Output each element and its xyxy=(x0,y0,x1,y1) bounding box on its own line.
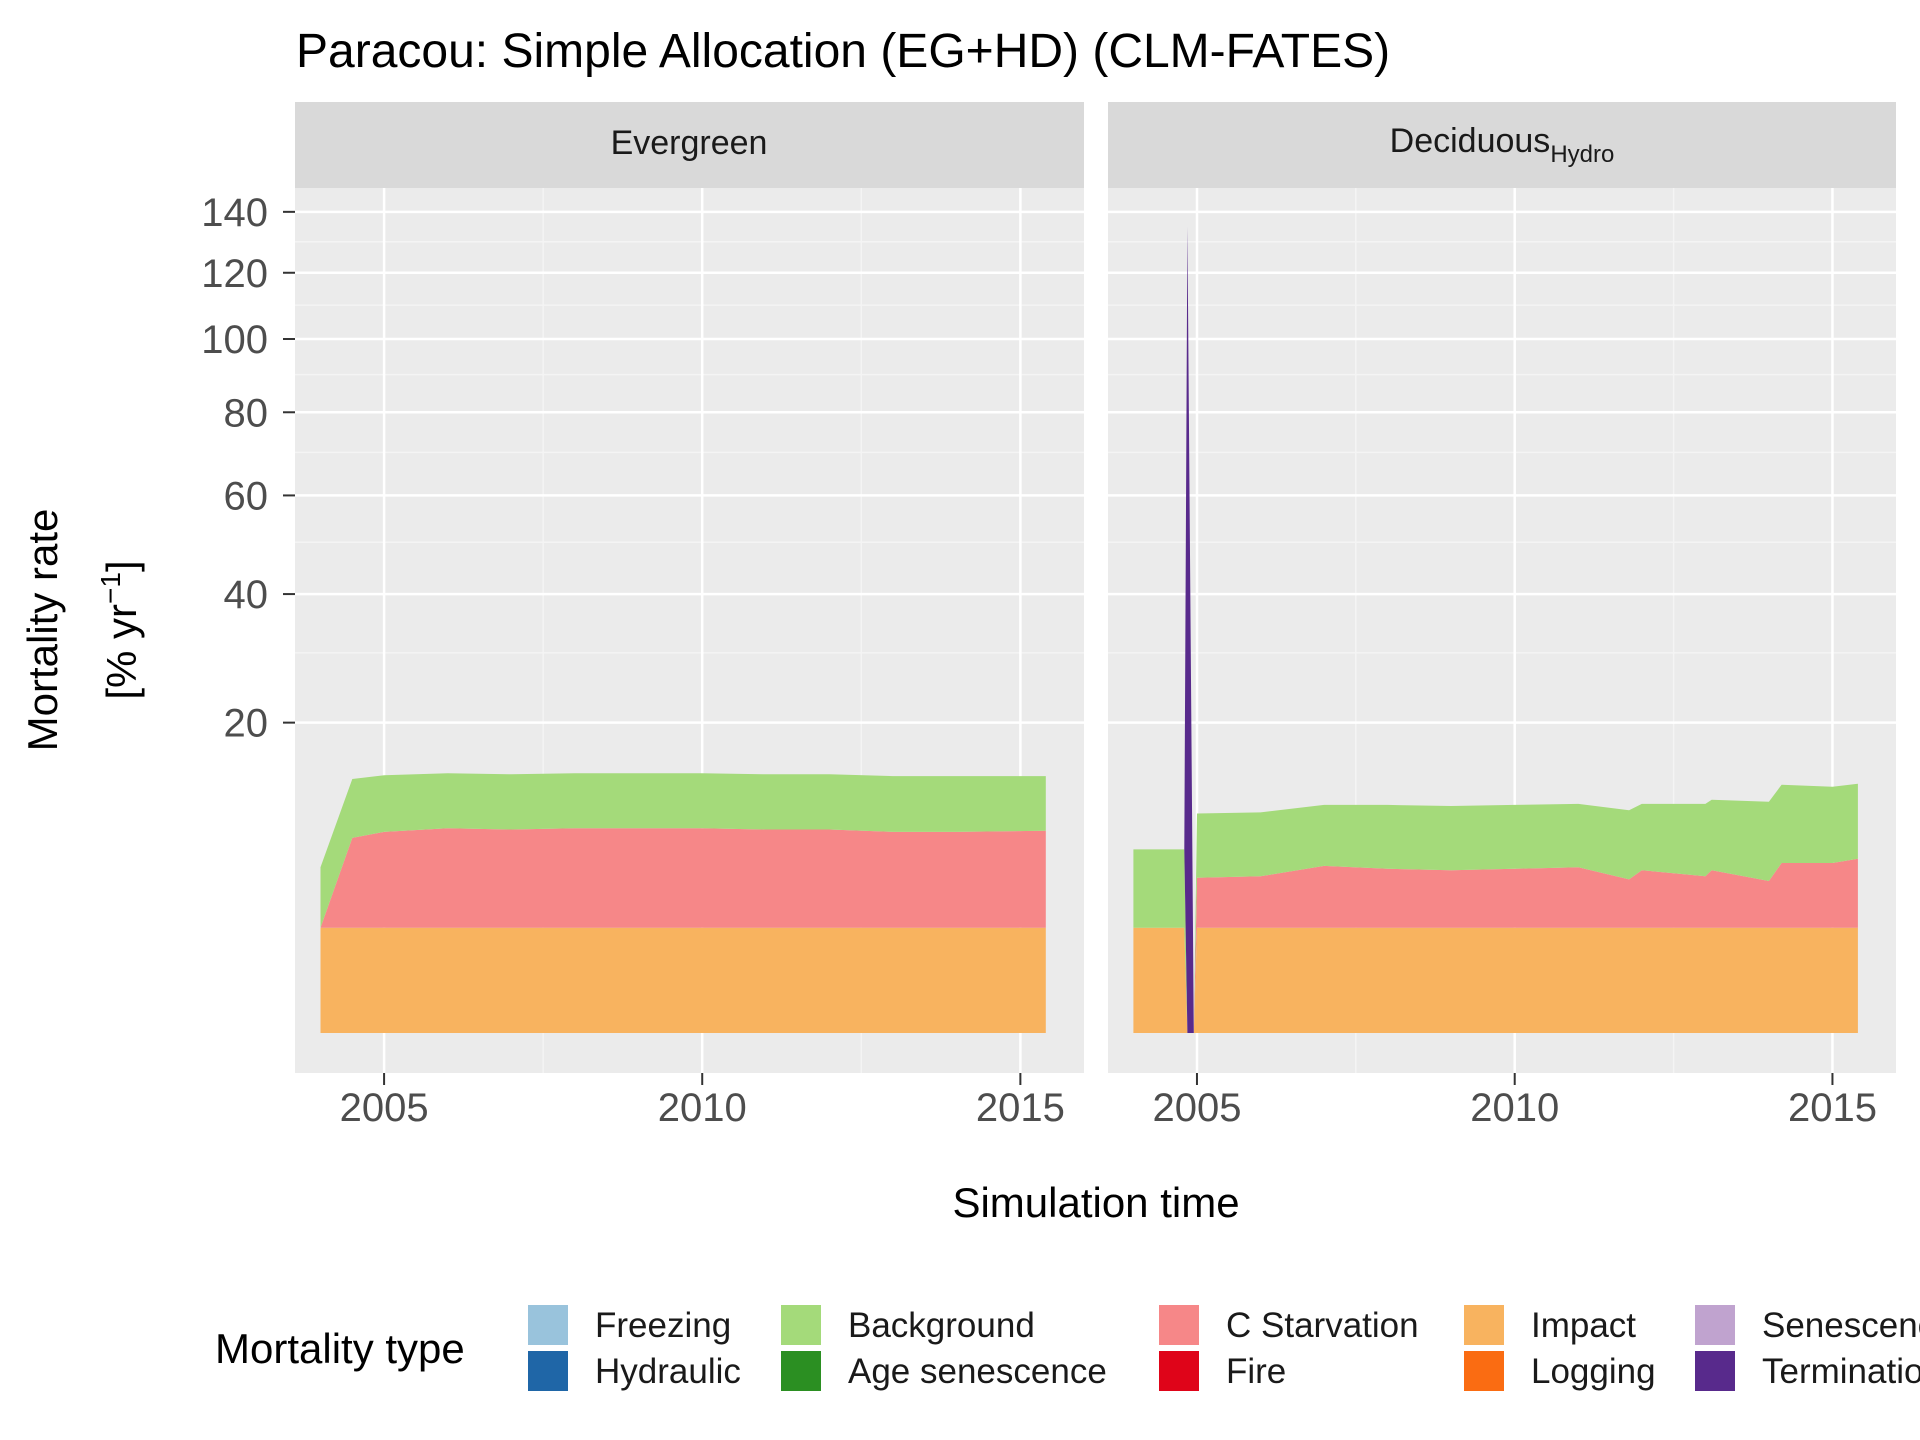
legend-label: Age senescence xyxy=(848,1352,1107,1391)
y-tick-label: 80 xyxy=(224,391,269,435)
area-c-starvation xyxy=(320,828,1046,928)
y-tick-label: 60 xyxy=(224,474,269,518)
x-tick-label: 2005 xyxy=(1152,1086,1241,1130)
legend-label: Fire xyxy=(1226,1352,1286,1391)
legend-key-senescence xyxy=(1693,1303,1737,1347)
y-tick-label: 20 xyxy=(224,702,269,746)
legend-key-fire xyxy=(1157,1349,1201,1393)
legend-key-c-starvation xyxy=(1157,1303,1201,1347)
strip-evergreen xyxy=(295,102,1084,188)
area-c-starvation xyxy=(1133,858,1858,1033)
x-tick-label: 2015 xyxy=(976,1086,1065,1130)
x-tick-label: 2010 xyxy=(658,1086,747,1130)
legend-label: Background xyxy=(848,1306,1035,1345)
panel-evergreen-plot xyxy=(295,188,1084,1073)
legend-key-termination xyxy=(1693,1349,1737,1393)
legend-key-logging xyxy=(1462,1349,1506,1393)
area-impact xyxy=(1133,927,1858,1033)
legend-label: Termination xyxy=(1762,1352,1920,1391)
y-axis-title: Mortality rate [% yr−1] xyxy=(19,509,145,752)
legend-key-background xyxy=(779,1303,823,1347)
legend-key-impact xyxy=(1462,1303,1506,1347)
area-impact xyxy=(320,927,1046,1033)
legend-label: Hydraulic xyxy=(595,1352,741,1391)
legend-key-freezing xyxy=(526,1303,570,1347)
strip-label-evergreen: Evergreen xyxy=(611,124,768,162)
area-background xyxy=(320,773,1046,928)
x-tick-label: 2015 xyxy=(1788,1086,1877,1130)
legend-key-age-senescence xyxy=(779,1349,823,1393)
panel-deciduous-hydro-plot xyxy=(1108,188,1896,1073)
legend-label: Freezing xyxy=(595,1306,731,1345)
strip-deciduous-hydro xyxy=(1108,102,1896,188)
y-tick-label: 40 xyxy=(224,573,269,617)
strip-label-deciduous-hydro: DeciduousHydro xyxy=(1390,122,1615,168)
legend-label: Logging xyxy=(1531,1352,1656,1391)
x-tick-label: 2010 xyxy=(1470,1086,1559,1130)
legend-label: C Starvation xyxy=(1226,1306,1419,1345)
area-background xyxy=(1133,783,1858,1033)
y-tick-label: 120 xyxy=(201,252,268,296)
legend-label: Impact xyxy=(1531,1306,1636,1345)
y-axis-title-line2: [% yr−1] xyxy=(95,560,145,699)
x-axis: 2005 2010 2015 2005 2010 2015 xyxy=(340,1073,1877,1130)
y-tick-label: 140 xyxy=(201,191,268,235)
legend-title: Mortality type xyxy=(215,1325,465,1372)
y-axis-title-line1: Mortality rate xyxy=(19,509,66,752)
x-tick-label: 2005 xyxy=(340,1086,429,1130)
legend-key-hydraulic xyxy=(526,1349,570,1393)
legend-label: Senescence xyxy=(1762,1306,1920,1345)
y-tick-label: 100 xyxy=(201,318,268,362)
chart-title: Paracou: Simple Allocation (EG+HD) (CLM-… xyxy=(296,25,1390,78)
y-axis: 20 40 60 80 100 120 140 xyxy=(201,191,295,746)
legend: Freezing Hydraulic Background Age senescenc… xyxy=(526,1303,1920,1393)
x-axis-title: Simulation time xyxy=(952,1179,1239,1226)
